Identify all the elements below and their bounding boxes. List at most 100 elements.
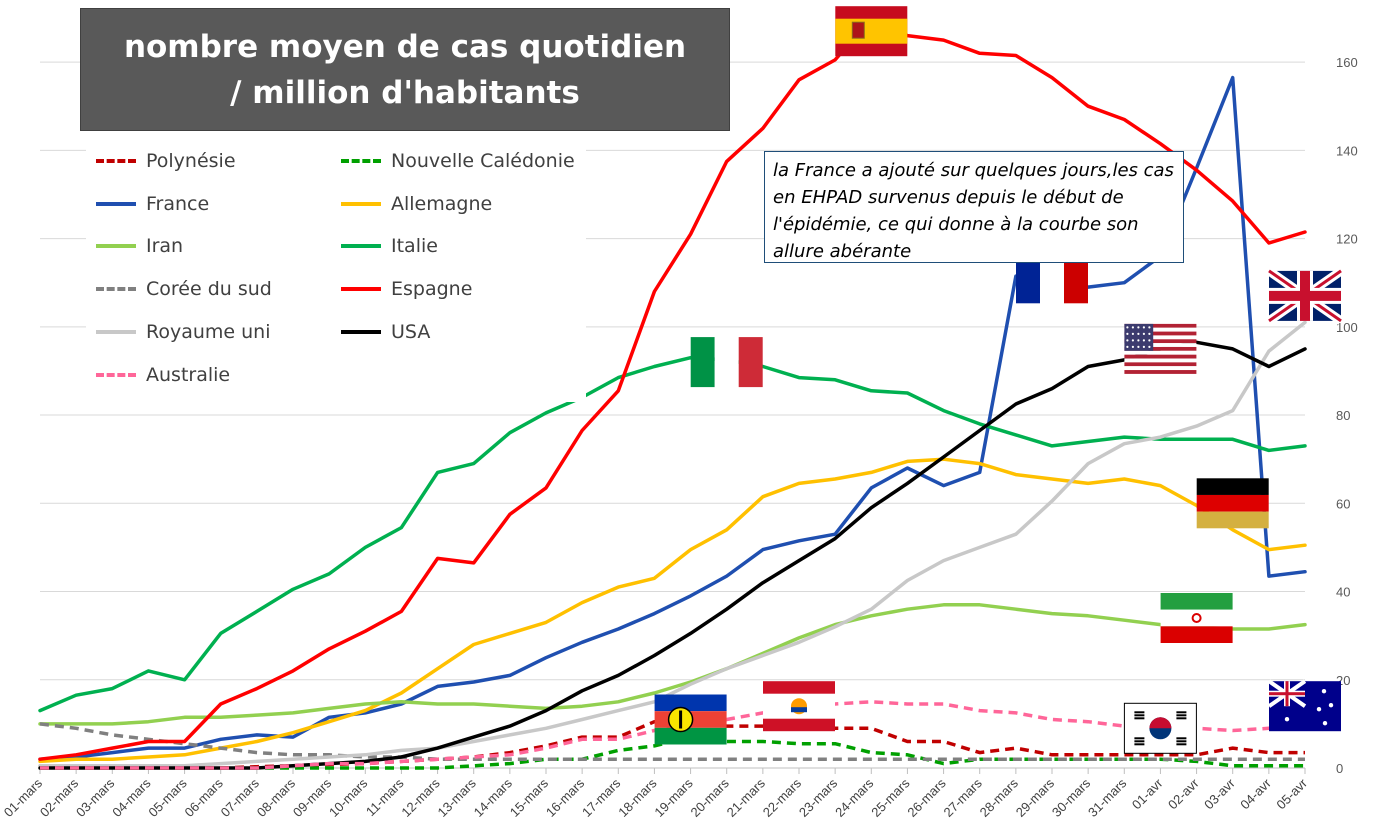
x-tick-label: 02-mars: [37, 775, 82, 820]
x-tick-label: 26-mars: [904, 775, 949, 820]
spain-flag: [835, 6, 908, 57]
legend-item-royaume-uni: Royaume uni: [96, 320, 271, 344]
y-tick-label: 0: [1336, 761, 1343, 776]
x-tick-label: 17-mars: [579, 775, 624, 820]
legend-swatch: [341, 329, 381, 334]
x-tick-label: 03-mars: [73, 775, 118, 820]
usa-flag: [1124, 323, 1197, 374]
iran-flag: [1160, 593, 1233, 643]
x-tick-label: 08-mars: [254, 775, 299, 820]
y-tick-label: 40: [1336, 585, 1350, 600]
legend-label: Iran: [146, 235, 184, 258]
x-tick-label: 28-mars: [977, 775, 1022, 820]
series-line-iran: [38, 603, 1307, 726]
legend-item-usa: USA: [341, 320, 430, 344]
x-tick-label: 31-mars: [1085, 775, 1130, 820]
legend-label: Corée du sud: [146, 278, 272, 301]
legend-swatch: [96, 244, 136, 249]
x-tick-label: 04-avr: [1237, 775, 1274, 812]
series-line-allemagne: [38, 457, 1307, 764]
x-tick-label: 09-mars: [290, 775, 335, 820]
x-tick-label: 18-mars: [615, 775, 660, 820]
x-tick-label: 10-mars: [326, 775, 371, 820]
legend-label: France: [146, 192, 210, 215]
south-korea-flag: [1123, 702, 1197, 754]
uk-flag: [1266, 267, 1344, 325]
italy-flag: [690, 337, 763, 388]
legend: Polynésie France Iran Corée du sud Royaume u…: [86, 142, 586, 402]
legend-swatch: [341, 244, 381, 249]
x-tick-label: 19-mars: [651, 775, 696, 820]
x-tick-label: 29-mars: [1013, 775, 1058, 820]
legend-swatch: [96, 287, 136, 292]
x-axis: 01-mars02-mars03-mars04-mars05-mars06-ma…: [1, 768, 1311, 820]
legend-swatch: [96, 372, 136, 377]
x-tick-label: 25-mars: [868, 775, 913, 820]
y-tick-label: 140: [1336, 143, 1358, 158]
legend-swatch: [96, 201, 136, 206]
x-tick-label: 13-mars: [435, 775, 480, 820]
x-tick-label: 30-mars: [1049, 775, 1094, 820]
legend-label: Italie: [391, 235, 438, 258]
legend-item-allemagne: Allemagne: [341, 192, 492, 216]
y-tick-label: 120: [1336, 232, 1358, 247]
series-line-espagne: [38, 16, 1307, 761]
legend-item-australie: Australie: [96, 363, 230, 387]
germany-flag: [1196, 478, 1269, 529]
x-tick-label: 07-mars: [218, 775, 263, 820]
x-tick-label: 23-mars: [796, 775, 841, 820]
legend-label: Polynésie: [146, 150, 236, 172]
legend-item-coree-du-sud: Corée du sud: [96, 277, 272, 301]
x-tick-label: 27-mars: [941, 775, 986, 820]
x-tick-label: 02-avr: [1165, 775, 1202, 812]
legend-item-iran: Iran: [96, 234, 183, 258]
legend-swatch: [341, 159, 381, 163]
legend-item-polynesie: Polynésie: [96, 149, 236, 173]
legend-item-espagne: Espagne: [341, 277, 472, 301]
y-tick-label: 100: [1336, 320, 1358, 335]
series-line-royaume-uni: [38, 320, 1307, 768]
legend-label: Nouvelle Calédonie: [391, 150, 575, 172]
x-tick-label: 06-mars: [182, 775, 227, 820]
x-tick-label: 05-mars: [145, 775, 190, 820]
title-line-2: / million d'habitants: [230, 74, 580, 111]
x-tick-label: 05-avr: [1273, 775, 1310, 812]
x-tick-label: 22-mars: [760, 775, 805, 820]
y-tick-label: 60: [1336, 496, 1350, 511]
x-tick-label: 21-mars: [724, 775, 769, 820]
flags: [654, 6, 1344, 754]
series-lines: [38, 16, 1307, 770]
x-tick-label: 15-mars: [507, 775, 552, 820]
x-tick-label: 12-mars: [398, 775, 443, 820]
legend-swatch: [96, 329, 136, 334]
legend-swatch: [341, 287, 381, 292]
legend-item-nouvelle-caledonie: Nouvelle Calédonie: [341, 149, 575, 173]
y-tick-label: 80: [1336, 408, 1350, 423]
series-line-italie: [38, 355, 1307, 713]
x-tick-label: 01-avr: [1129, 775, 1166, 812]
legend-item-italie: Italie: [341, 234, 438, 258]
new-caledonia-flag: [654, 694, 727, 745]
legend-item-france: France: [96, 192, 209, 216]
x-tick-label: 24-mars: [832, 775, 877, 820]
legend-label: Australie: [146, 363, 231, 386]
legend-label: Espagne: [391, 278, 473, 301]
legend-swatch: [96, 159, 136, 163]
legend-label: USA: [391, 320, 431, 343]
x-tick-label: 04-mars: [109, 775, 154, 820]
series-line-coree-du-sud: [39, 722, 1305, 761]
x-tick-label: 16-mars: [543, 775, 588, 820]
y-tick-label: 160: [1336, 55, 1358, 70]
legend-label: Allemagne: [391, 192, 493, 215]
title-line-1: nombre moyen de cas quotidien: [123, 28, 687, 65]
x-tick-label: 20-mars: [688, 775, 733, 820]
series-line-france: [38, 75, 1307, 761]
chart-title: nombre moyen de cas quotidien / million …: [80, 8, 730, 131]
legend-label: Royaume uni: [146, 320, 271, 343]
french-polynesia-flag: [763, 681, 835, 732]
annotation-box: la France a ajouté sur quelques jours,le…: [764, 151, 1184, 263]
x-tick-label: 03-avr: [1201, 775, 1238, 812]
x-tick-label: 14-mars: [471, 775, 516, 820]
